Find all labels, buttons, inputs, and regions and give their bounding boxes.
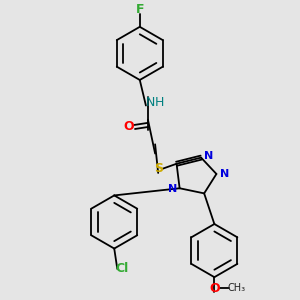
Text: N: N <box>220 169 229 179</box>
Text: N: N <box>168 184 177 194</box>
Text: O: O <box>123 121 134 134</box>
Text: H: H <box>154 96 164 109</box>
Text: F: F <box>136 3 144 16</box>
Text: CH₃: CH₃ <box>228 284 246 293</box>
Text: N: N <box>145 96 155 109</box>
Text: Cl: Cl <box>116 262 129 275</box>
Text: O: O <box>209 282 220 295</box>
Text: S: S <box>154 162 163 176</box>
Text: N: N <box>204 151 213 160</box>
